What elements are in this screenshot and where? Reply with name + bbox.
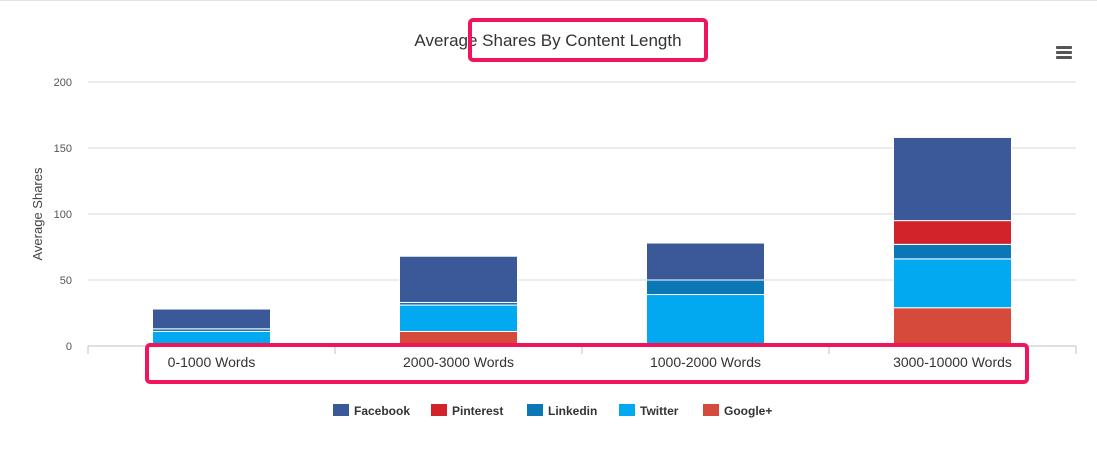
legend[interactable]: Facebook Pinterest Linkedin Twitter Google+ [333,404,772,418]
top-divider [0,0,1097,1]
bar-segment-linkedin[interactable] [893,243,1012,260]
bar-segment-pinterest[interactable] [893,220,1012,245]
legend-label: Facebook [354,404,410,418]
bar-segment-facebook[interactable] [399,255,518,303]
chart-title: Average Shares By Content Length [414,31,681,50]
bar-segment-facebook[interactable] [893,136,1012,222]
legend-label: Pinterest [452,404,503,418]
y-tick-label: 200 [54,77,72,89]
x-tick-label: 3000-10000 Words [893,354,1012,370]
legend-swatch [431,404,447,416]
legend-swatch [619,404,635,416]
x-axis [87,345,1077,354]
legend-item-facebook[interactable]: Facebook [333,404,410,418]
bar-segment-facebook[interactable] [646,242,765,281]
categories-highlight-box [145,343,1029,384]
legend-item-google-[interactable]: Google+ [703,404,772,418]
bar-segment-facebook[interactable] [152,308,271,330]
x-tick-label: 0-1000 Words [168,354,256,370]
highlight-boxes [145,18,1029,384]
legend-label: Google+ [724,404,772,418]
y-tick-label: 100 [54,209,72,221]
legend-label: Twitter [640,404,679,418]
bar-segment-google-[interactable] [893,307,1012,347]
legend-swatch [703,404,719,416]
y-axis-label: Average Shares [30,167,45,260]
menu-bar [1056,51,1072,54]
bar-segment-twitter[interactable] [893,258,1012,309]
bars [152,136,1012,347]
legend-item-twitter[interactable]: Twitter [619,404,679,418]
x-axis-ticks: 0-1000 Words 2000-3000 Words 1000-2000 Wor… [168,354,1012,370]
x-tick-label: 1000-2000 Words [650,354,761,370]
x-tick-label: 2000-3000 Words [403,354,514,370]
legend-item-linkedin[interactable]: Linkedin [527,404,597,418]
legend-item-pinterest[interactable]: Pinterest [431,404,503,418]
bar-segment-twitter[interactable] [646,294,765,346]
y-tick-label: 0 [66,341,72,353]
y-axis-ticks: 0 50 100 150 200 [54,77,72,353]
menu-bar [1056,56,1072,59]
hamburger-menu-icon[interactable] [1054,44,1074,64]
legend-label: Linkedin [548,404,597,418]
y-tick-label: 50 [60,275,72,287]
legend-swatch [333,404,349,416]
y-tick-label: 150 [54,143,72,155]
legend-swatch [527,404,543,416]
title-highlight-box [468,18,708,62]
bar-segment-twitter[interactable] [399,304,518,332]
menu-bar [1056,46,1072,49]
bar-segment-linkedin[interactable] [646,279,765,296]
